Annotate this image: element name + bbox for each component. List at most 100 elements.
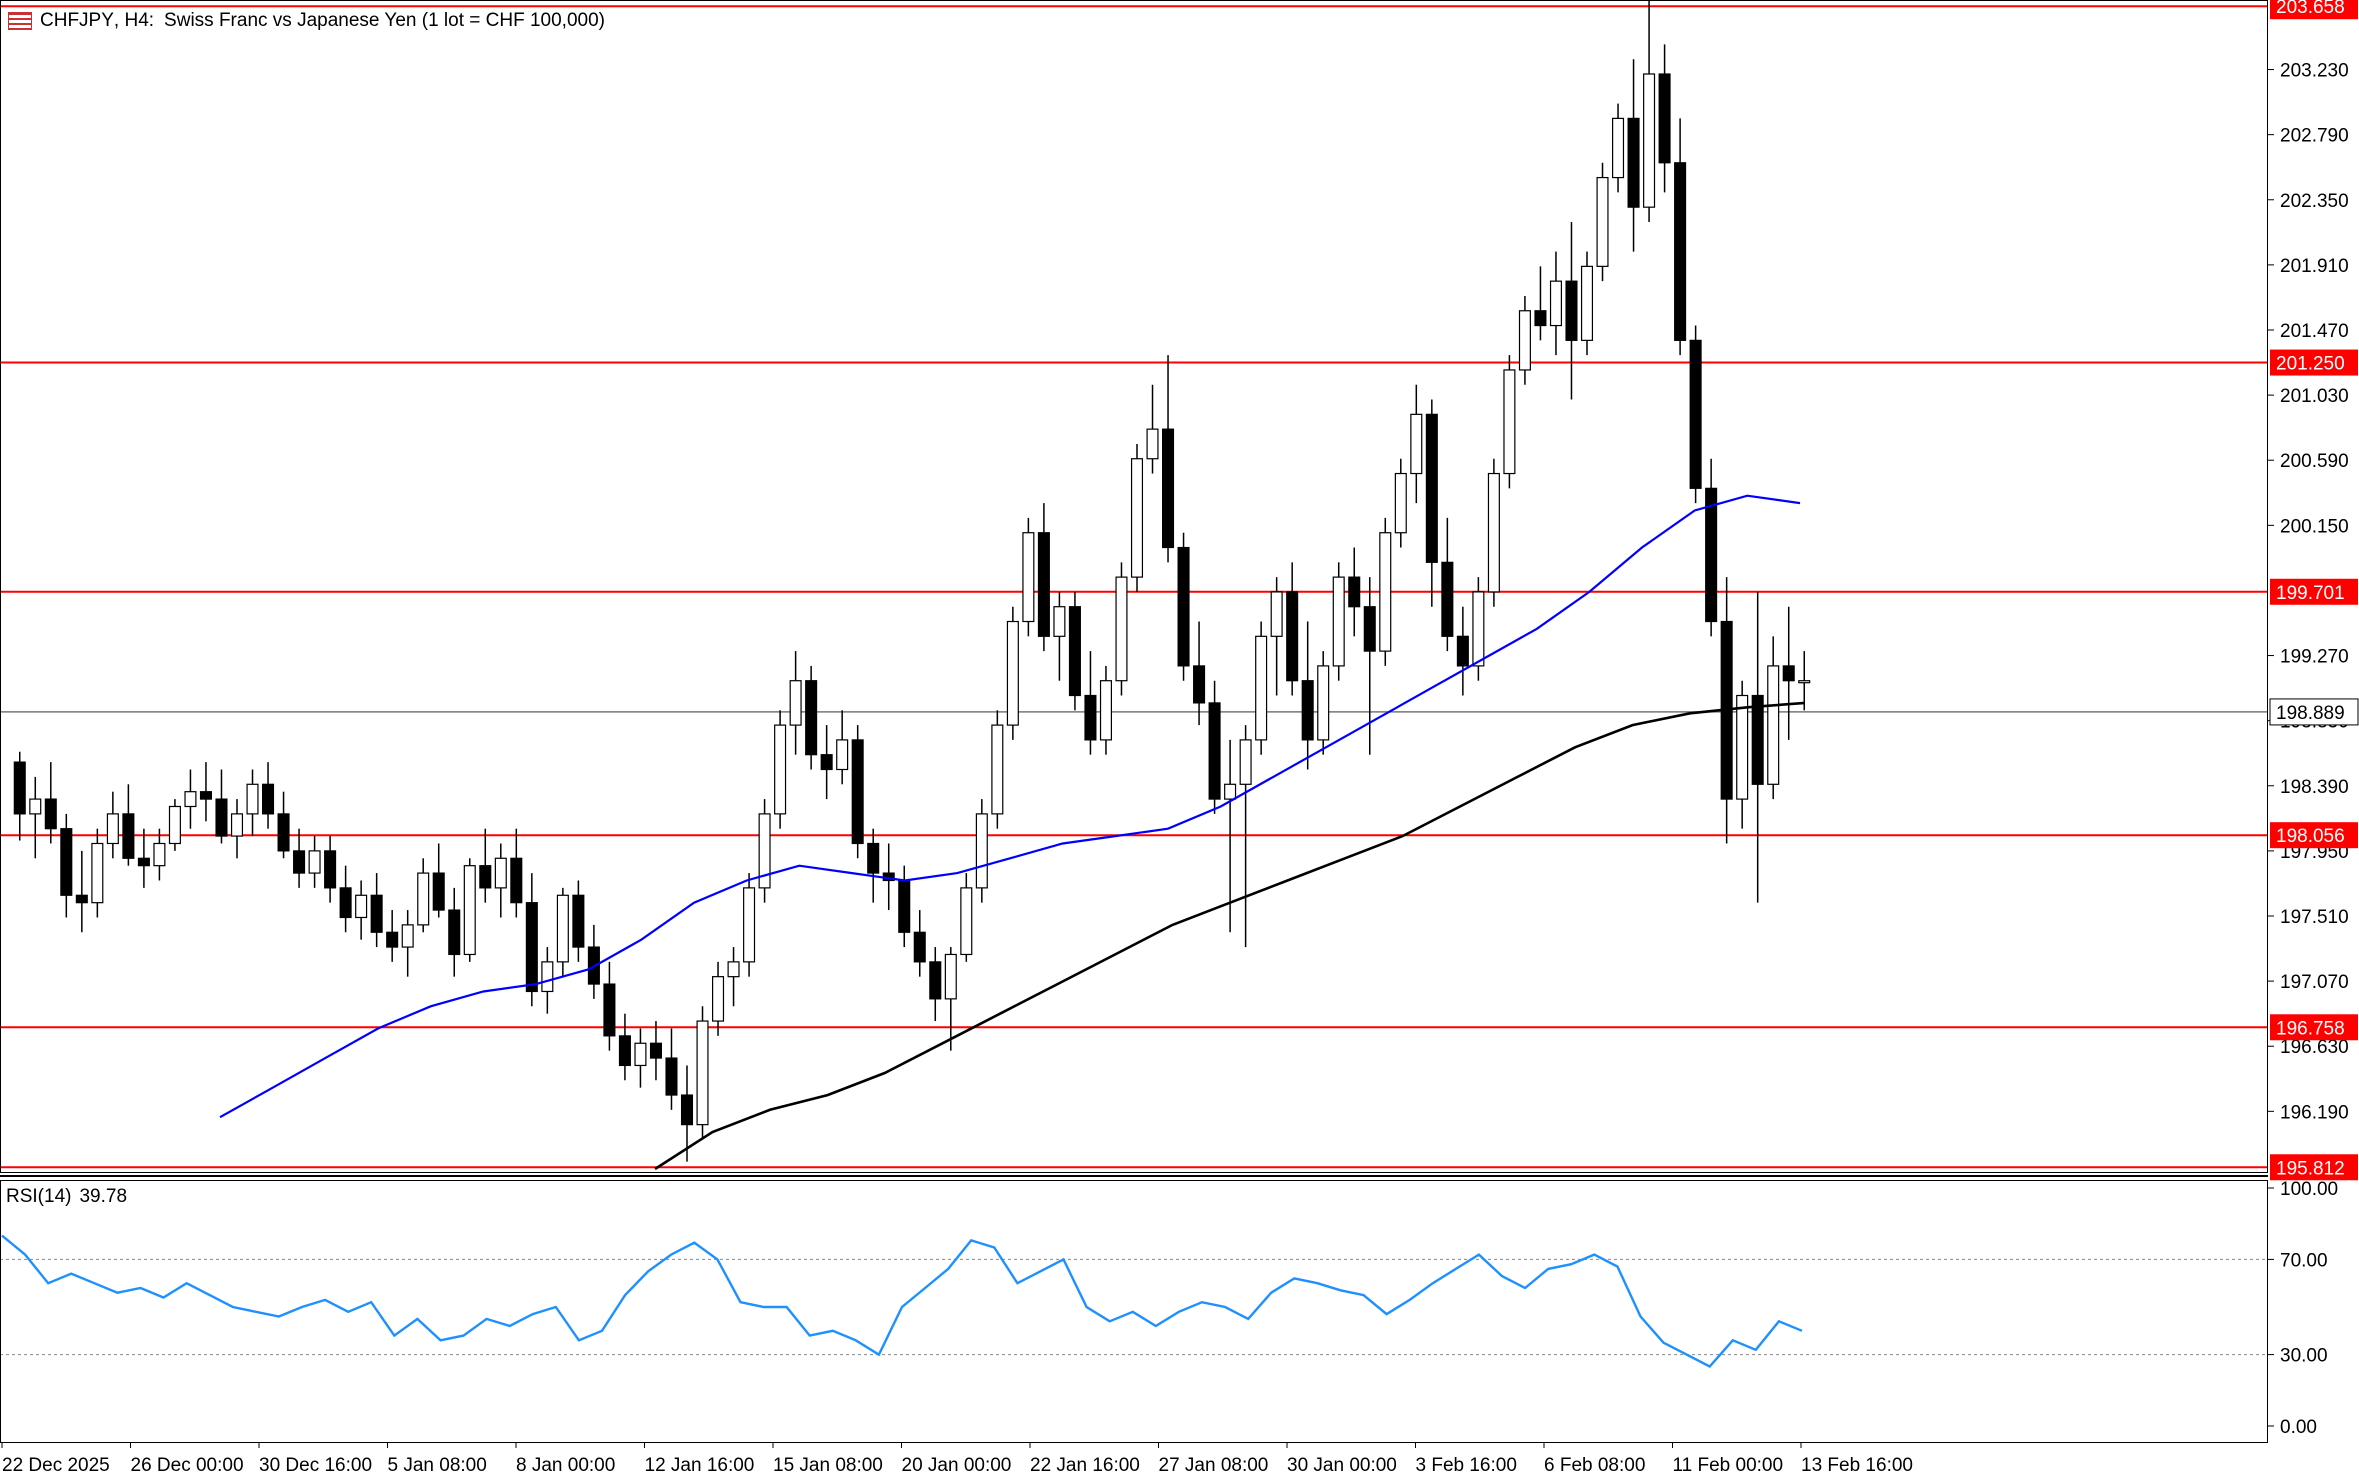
time-tick-label: 22 Jan 16:00 [1030,1455,1140,1476]
description-label: Swiss Franc vs Japanese Yen (1 lot = CHF… [164,10,605,31]
level-label: 195.812 [2276,1158,2345,1179]
candle-up [960,887,973,956]
candle-up [168,805,181,845]
candle-down [820,754,833,771]
chart-window-icon[interactable] [8,12,32,30]
candle-down [1177,546,1190,667]
candle-down [1674,162,1687,341]
candle-up [1255,635,1268,741]
candle-down [122,813,135,859]
candle-up [1487,472,1500,593]
price-tick-label: 199.270 [2280,647,2349,668]
candle-down [1301,680,1314,741]
price-tick-label: 202.350 [2280,191,2349,212]
candle-up [494,857,507,889]
candle-up [1518,310,1531,371]
candle-down [137,857,150,867]
level-label: 196.758 [2276,1018,2345,1039]
candle-up [541,961,554,993]
level-label-bg [2270,822,2358,849]
candle-up [634,1042,647,1067]
candle-up [355,894,368,919]
candle-up [1472,591,1485,667]
rsi-indicator-label: RSI(14) [6,1186,72,1207]
candle-up [743,887,756,963]
candle-down [680,1094,694,1126]
candle-up [1022,532,1035,623]
candle-down [665,1057,678,1096]
moving-average-blue [219,494,1801,1119]
price-tick-label: 203.230 [2280,61,2349,82]
candle-down [262,783,275,815]
level-label-bg [2270,1154,2358,1181]
candle-up [789,680,802,726]
candle-down [1751,694,1764,785]
candle-down [851,739,864,845]
candle-up [1596,176,1609,267]
price-tick-label: 200.150 [2280,516,2349,537]
level-label: 198.056 [2276,826,2345,847]
candle-up [1317,665,1330,741]
candle-down [1627,117,1640,208]
time-tick-label: 6 Feb 08:00 [1544,1455,1645,1476]
current-price-bg [2269,698,2359,726]
candle-up [1798,680,1811,684]
rsi-plot [0,1234,2268,1368]
candle-down [649,1042,662,1059]
candle-down [386,931,399,948]
price-plot-border [0,0,2268,1173]
candle-down [1193,665,1206,704]
candle-up [944,953,957,1000]
candle-up [91,842,104,904]
time-tick-label: 3 Feb 16:00 [1416,1455,1517,1476]
candle-up [1736,694,1749,800]
level-label-bg [2270,349,2358,376]
candle-down [525,902,538,993]
candle-up [758,813,771,889]
candle-up [1410,413,1423,475]
candle-up [230,813,244,837]
candle-up [1612,117,1625,179]
candle-up [308,850,321,874]
candle-up [1115,576,1128,682]
price-tick-label: 200.590 [2280,451,2349,472]
price-tick-label: 198.390 [2280,777,2349,798]
candle-down [1705,487,1718,623]
candle-up [1394,472,1407,534]
candle-down [277,813,290,852]
candle-up [712,976,725,1022]
rsi-value-label: 39.78 [79,1186,128,1207]
level-label: 201.250 [2276,354,2345,375]
candle-down [510,857,523,904]
candle-down [603,983,616,1037]
candle-up [1270,591,1283,637]
candle-down [618,1035,631,1067]
candle-down [1782,665,1795,682]
time-tick-label: 12 Jan 16:00 [645,1455,755,1476]
candle-up [696,1020,709,1126]
candle-down [805,680,818,756]
candle-down [1208,702,1221,800]
candle-up [1099,680,1112,741]
candle-up [991,724,1004,815]
candle-down [479,865,492,889]
candle-up [774,724,787,815]
candle-up [184,791,197,808]
candle-up [727,961,740,978]
candle-down [75,894,88,904]
price-tick-label: 202.790 [2280,126,2349,147]
level-label: 199.701 [2276,583,2345,604]
candle-up [1503,369,1516,475]
rsi-line [1,1234,1803,1368]
candle-down [339,887,352,919]
candle-up [1006,620,1019,726]
candle-down [432,872,445,911]
candle-down [1286,591,1299,682]
candle-down [867,842,880,874]
candle-down [1425,413,1438,563]
candle-up [1146,428,1159,460]
time-tick-label: 5 Jan 08:00 [388,1455,487,1476]
candle-down [1037,532,1050,637]
